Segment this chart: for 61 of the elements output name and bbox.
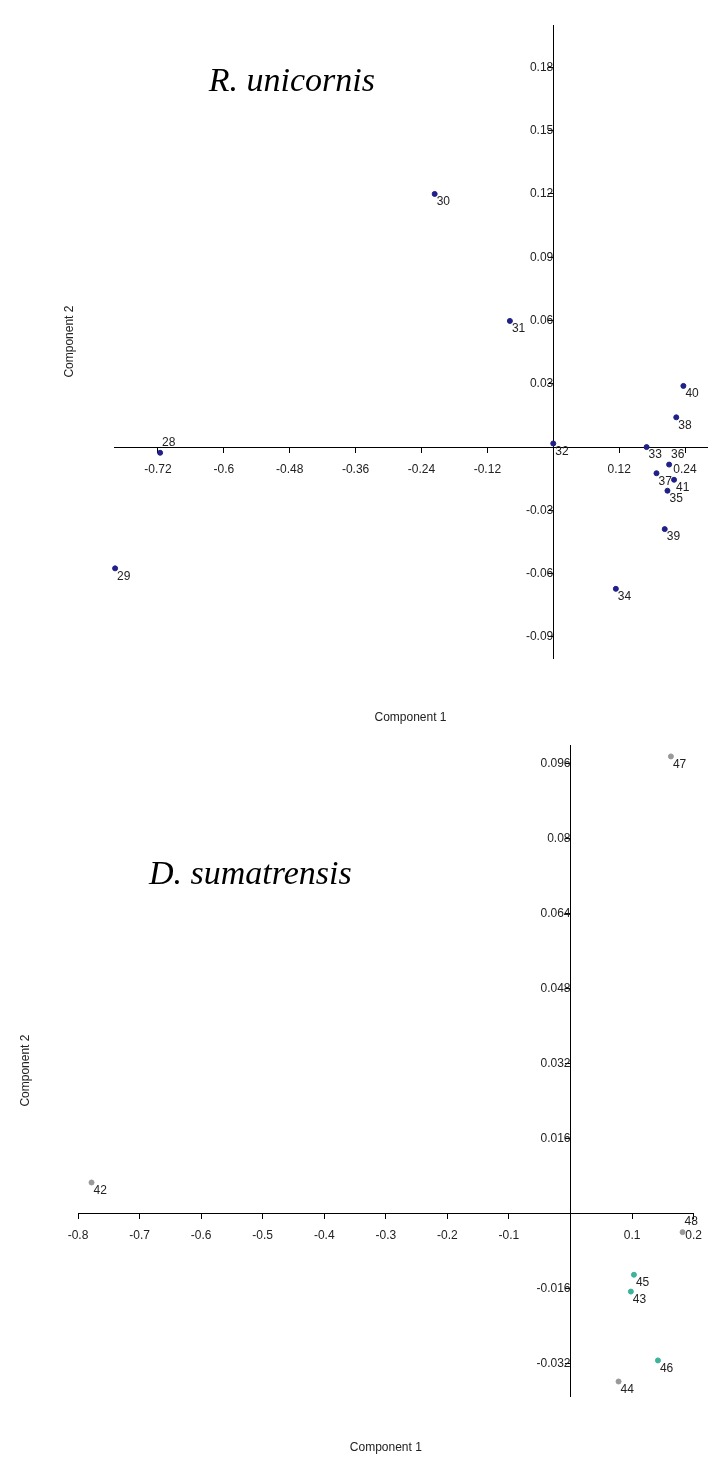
y-axis-title: Component 2	[18, 1034, 33, 1107]
x-tick-label: -0.6	[213, 461, 235, 476]
y-tick-label: -0.09	[525, 629, 554, 644]
annotation: 34	[617, 589, 632, 604]
y-tick-label: 0.08	[547, 831, 571, 846]
x-axis-title: Component 1	[349, 1440, 423, 1455]
x-tick-label: -0.1	[498, 1227, 520, 1242]
x-tick-label: -0.36	[341, 461, 370, 476]
annotation: 47	[672, 756, 687, 771]
text: R. unicornis	[207, 61, 376, 99]
annotation: 45	[635, 1275, 650, 1290]
annotation: 44	[620, 1381, 635, 1396]
annotation: 28	[162, 435, 176, 450]
annotation: 29	[117, 568, 131, 583]
x-tick-label: 0.24	[673, 461, 698, 476]
y-tick-label: 0.18	[529, 59, 554, 74]
x-tick-label: -0.8	[67, 1227, 89, 1242]
x-tick-label: -0.12	[473, 461, 502, 476]
annotation: 30	[436, 194, 451, 209]
annotation: 32	[555, 443, 569, 458]
x-tick-label: -0.3	[375, 1227, 397, 1242]
annotation: 43	[632, 1291, 647, 1306]
y-tick-label: 0.12	[529, 186, 554, 201]
x-tick-label: -0.72	[144, 461, 172, 476]
y-tick-label: -0.016	[536, 1280, 571, 1295]
y-tick-label: 0.03	[529, 376, 554, 391]
annotation: 31	[511, 321, 526, 336]
y-tick-label: 0.15	[529, 122, 554, 137]
x-tick-label: 0.12	[607, 461, 632, 476]
annotation: 39	[666, 529, 681, 544]
y-axis-title: Component 2	[62, 305, 77, 378]
y-tick-label: 0.096	[540, 756, 571, 771]
y-tick-label: -0.06	[525, 565, 554, 580]
y-tick-label: 0.064	[540, 906, 571, 921]
x-tick-label: -0.5	[252, 1227, 274, 1242]
y-tick-label: 0.06	[529, 312, 554, 327]
y-tick-label: 0.016	[540, 1130, 571, 1145]
annotation: 40	[685, 386, 700, 401]
annotation: 38	[678, 417, 692, 432]
x-tick-label: -0.6	[190, 1227, 212, 1242]
annotation: 35	[669, 491, 684, 506]
text: D. sumatrensis	[148, 854, 352, 892]
annotation: 36	[671, 446, 685, 461]
y-tick-label: 0.032	[540, 1055, 571, 1070]
x-tick-label: -0.2	[437, 1227, 459, 1242]
annotation: 46	[659, 1360, 674, 1375]
x-tick-label: -0.4	[313, 1227, 335, 1242]
annotation: 37	[658, 473, 673, 488]
x-tick-label: 0.2	[685, 1227, 703, 1242]
x-tick-label: -0.24	[407, 461, 436, 476]
annotation: 48	[684, 1214, 699, 1229]
x-tick-label: -0.7	[129, 1227, 151, 1242]
annotation: 42	[93, 1182, 108, 1197]
y-tick-label: -0.032	[536, 1355, 571, 1370]
y-tick-label: 0.048	[540, 980, 571, 995]
y-tick-label: -0.03	[525, 502, 554, 517]
x-axis-title: Component 1	[374, 710, 447, 725]
y-tick-label: 0.09	[529, 249, 554, 264]
x-tick-label: -0.48	[276, 461, 304, 476]
x-tick-label: 0.1	[623, 1227, 641, 1242]
annotation: 33	[648, 447, 663, 462]
